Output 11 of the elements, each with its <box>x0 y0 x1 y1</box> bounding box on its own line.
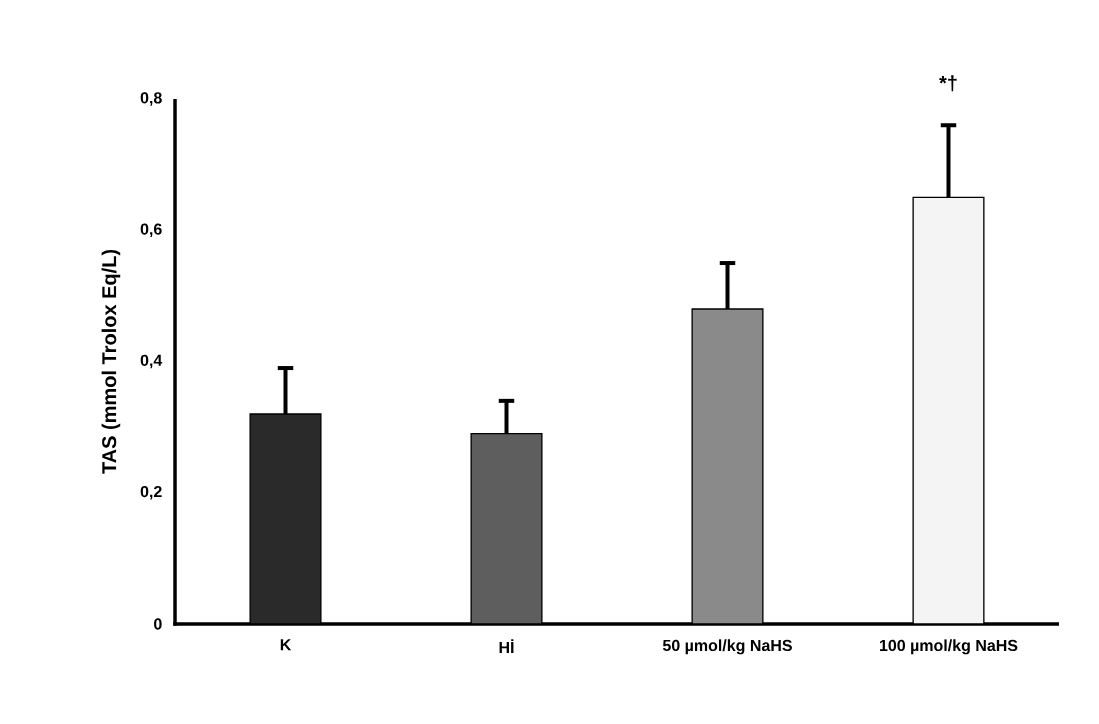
annotation: *† <box>939 75 957 92</box>
x-tick-label: 50 µmol/kg NaHS <box>662 639 792 655</box>
x-tick-label: K <box>280 639 292 651</box>
y-tick-label: 0,8 <box>140 92 162 106</box>
x-tick-label: 100 µmol/kg NaHS <box>879 639 1018 655</box>
y-tick-label: 0,2 <box>140 485 162 500</box>
y-tick-label: 0,4 <box>140 354 163 369</box>
x-tick-label: Hİ <box>499 639 514 654</box>
y-axis-title: TAS (mmol Trolox Eq/L) <box>101 249 121 474</box>
y-tick-label: 0,6 <box>140 223 162 238</box>
y-tick-label: 0 <box>154 618 162 630</box>
